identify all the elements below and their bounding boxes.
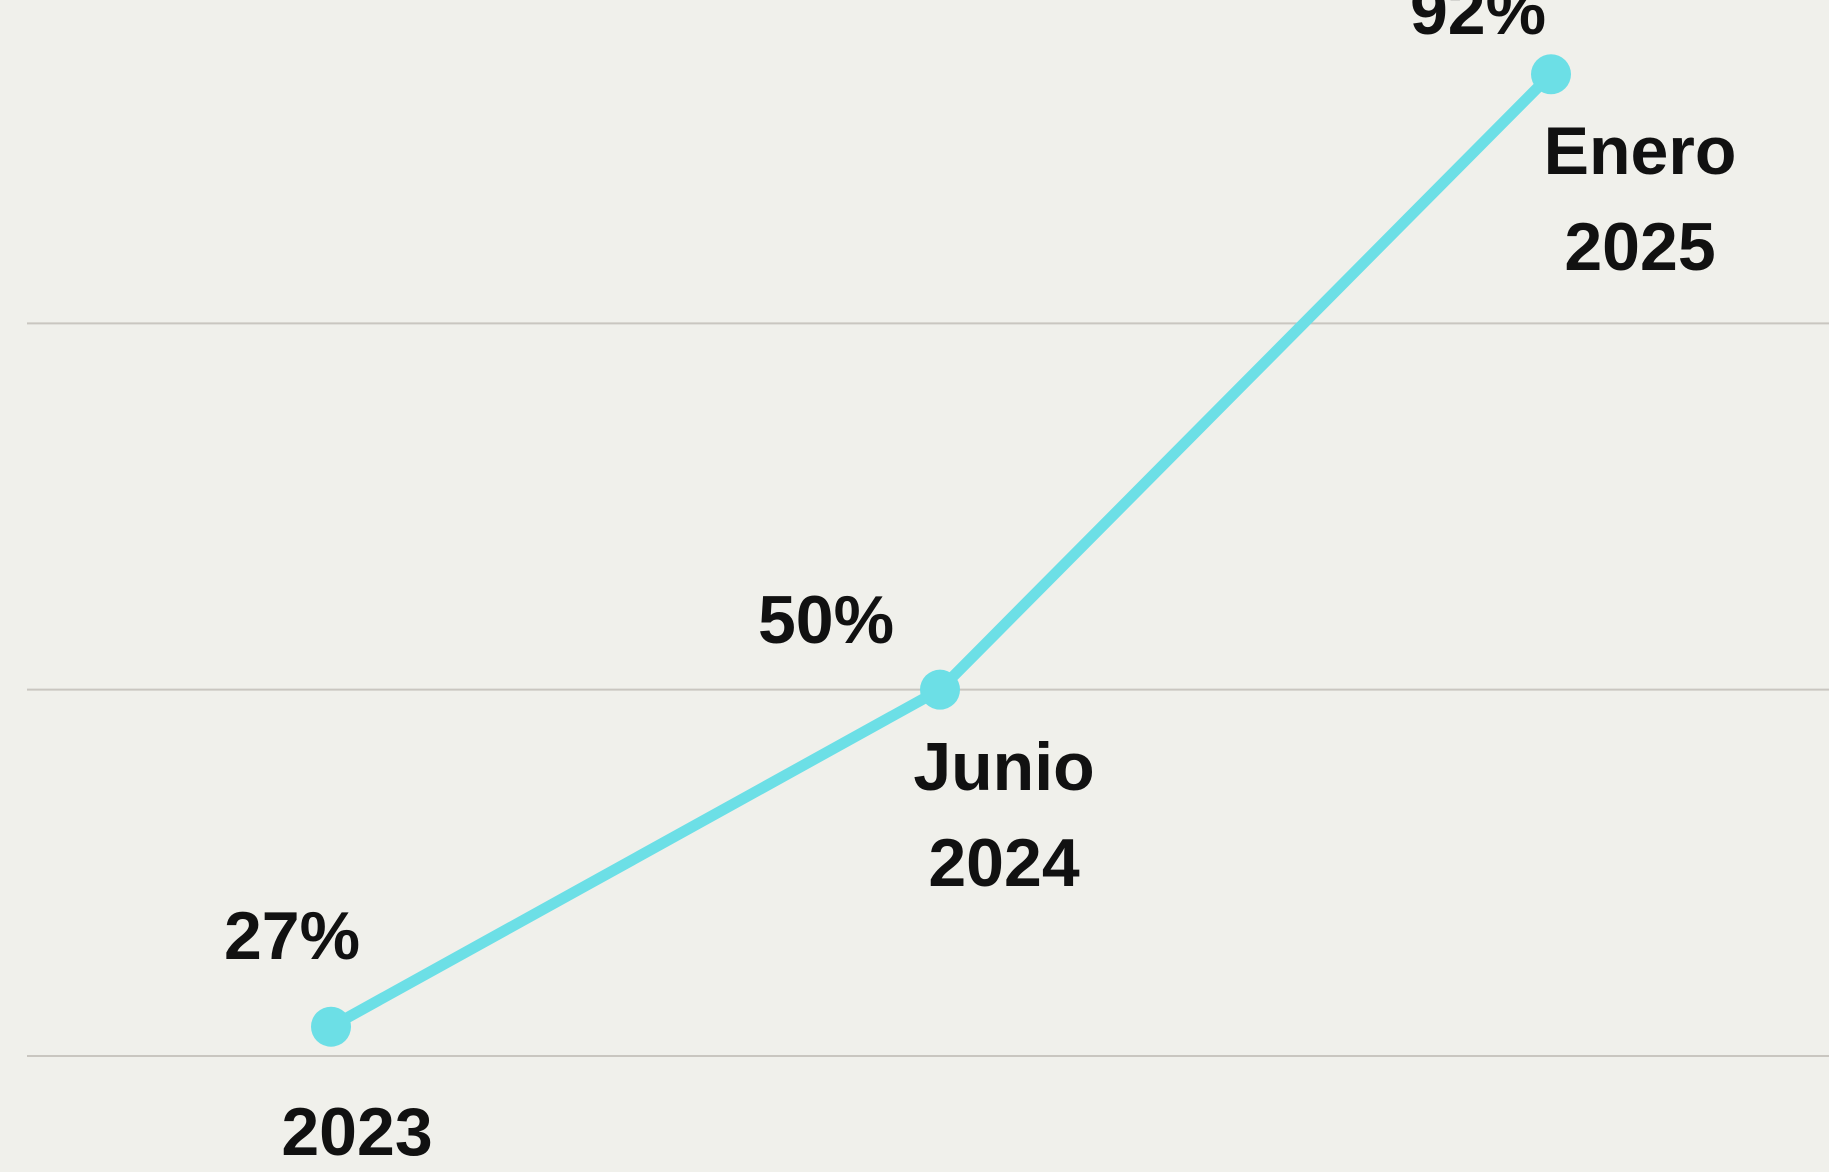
value-label: 92% <box>1409 0 1547 50</box>
x-tick-label: Enero 2025 <box>1543 113 1737 286</box>
x-tick-label: Junio 2024 <box>913 728 1095 901</box>
point <box>920 669 960 710</box>
x-tick-label: 2023 <box>281 1093 433 1170</box>
point <box>1531 54 1571 95</box>
value-label: 27% <box>223 897 361 974</box>
value-label: 50% <box>757 581 895 658</box>
point <box>311 1006 351 1047</box>
